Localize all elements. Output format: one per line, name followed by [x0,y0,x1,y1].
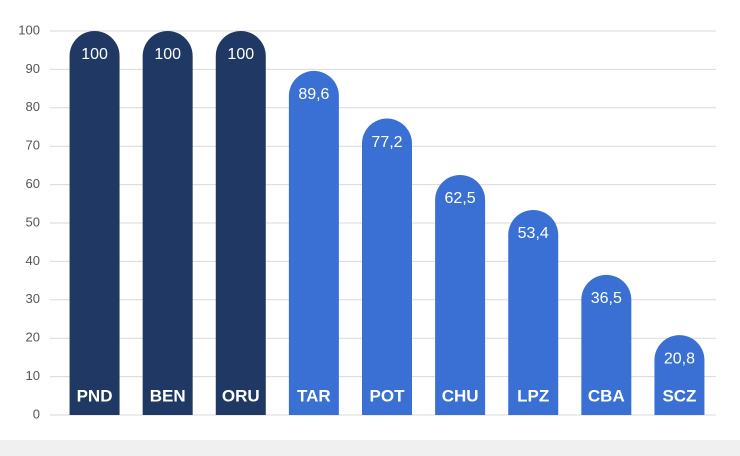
x-tick-label: PND [77,386,113,405]
x-tick-label: BEN [150,386,186,405]
bar [581,274,632,415]
value-label: 62,5 [445,190,476,207]
value-label: 20,8 [664,350,695,367]
y-tick-label: 70 [26,138,40,153]
x-tick-label: LPZ [517,386,549,405]
value-label: 36,5 [591,290,622,307]
bar [654,335,705,415]
value-label: 53,4 [518,225,549,242]
x-tick-label: CHU [442,386,479,405]
y-tick-label: 30 [26,291,40,306]
y-tick-label: 10 [26,368,40,383]
x-tick-label: CBA [588,386,625,405]
bar [142,31,193,415]
y-tick-label: 90 [26,61,40,76]
bar [362,118,412,415]
value-label: 77,2 [371,134,402,151]
x-tick-label: TAR [297,386,331,405]
y-tick-label: 40 [26,253,40,268]
x-tick-label: SCZ [662,386,696,405]
bottom-strip [0,440,740,456]
bar [69,31,120,415]
bar [288,70,339,415]
x-tick-label: ORU [222,386,260,405]
y-tick-label: 20 [26,330,40,345]
y-tick-label: 50 [26,214,40,229]
bar [508,209,559,415]
value-label: 89,6 [298,86,329,103]
y-tick-label: 100 [18,22,40,37]
x-tick-label: POT [370,386,406,405]
y-tick-label: 80 [26,99,40,114]
value-label: 100 [227,46,254,63]
bar [435,175,486,415]
value-label: 100 [81,46,108,63]
value-label: 100 [154,46,181,63]
y-tick-label: 60 [26,176,40,191]
y-tick-label: 0 [33,406,40,421]
bar [215,31,266,415]
